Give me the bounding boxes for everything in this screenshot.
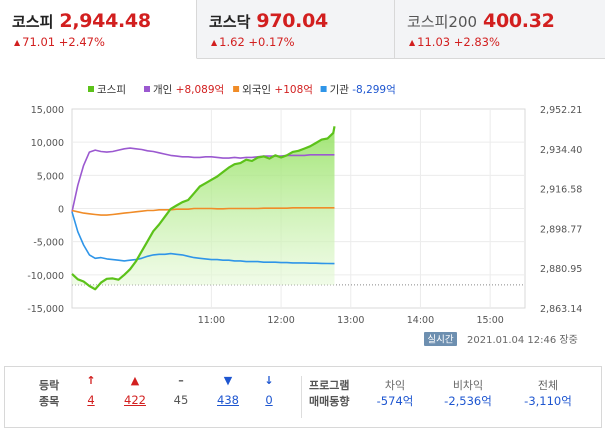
y-left-tick-label: 5,000	[37, 171, 64, 182]
tab-name: 코스피	[12, 13, 54, 31]
legend-series-name: 개인	[153, 84, 172, 96]
arbitrage-value: -574억	[376, 394, 414, 408]
series-line-individual	[71, 147, 335, 212]
legend-label: 외국인 +108억	[242, 84, 313, 96]
limit-up-icon: ↑	[86, 374, 96, 387]
y-left-tick-label: 15,000	[31, 105, 64, 116]
breadth-label: 등락	[39, 379, 60, 392]
rise-count[interactable]: 422	[124, 393, 146, 407]
y-left-tick-label: 10,000	[31, 138, 64, 149]
y-left-tick-label: -5,000	[33, 238, 64, 249]
tab-value: 2,944.48	[59, 10, 151, 32]
up-arrow-icon: ▲	[211, 38, 218, 47]
legend-value: +108억	[271, 84, 313, 96]
intraday-chart: 코스피 개인 +8,089억 외국인 +108억 기관 -8,299억 15,0001…	[27, 84, 582, 346]
rise-icon: ▲	[130, 374, 140, 387]
legend-series-name: 기관	[330, 84, 350, 96]
series-line-kospi	[71, 126, 336, 291]
tab-name: 코스닥	[209, 13, 251, 31]
program-label: 프로그램	[309, 379, 350, 392]
tab-kosdaq[interactable]: 코스닥 970.04 ▲ 1.62 +0.17%	[197, 0, 395, 59]
tab-change: 1.62	[219, 35, 245, 49]
tab-kospi[interactable]: 코스피 2,944.48 ▲ 71.01 +2.47%	[0, 0, 197, 59]
divider	[301, 376, 302, 418]
limit-down-icon: ↓	[264, 374, 274, 387]
legend-swatch	[88, 86, 94, 92]
y-left-tick-label: -15,000	[27, 304, 64, 315]
x-tick-label: 15:00	[476, 315, 503, 326]
limit-up-count[interactable]: 4	[87, 393, 95, 407]
chart-lines	[71, 126, 336, 291]
y-left-tick-label: -10,000	[27, 271, 64, 282]
up-arrow-icon: ▲	[409, 38, 416, 47]
chart-axes: 15,000 10,000 5,000 0 -5,000 -10,000 -15,000 2,…	[27, 105, 582, 326]
legend-swatch	[320, 86, 327, 92]
series-line-foreign	[71, 207, 335, 216]
tab-value: 970.04	[256, 10, 328, 32]
breadth-label: 종목	[39, 395, 60, 408]
y-right-tick-label: 2,898.77	[540, 224, 582, 235]
tab-kospi200[interactable]: 코스피200 400.32 ▲ 11.03 +2.83%	[395, 0, 605, 59]
y-right-tick-label: 2,880.95	[540, 264, 582, 275]
program-total-value: -3,110억	[524, 394, 572, 408]
y-right-tick-label: 2,934.40	[540, 145, 582, 156]
non-arbitrage-value: -2,536억	[444, 394, 492, 408]
legend-label: 코스피	[97, 84, 126, 96]
legend-value: -8,299억	[349, 84, 396, 96]
x-tick-label: 11:00	[198, 315, 225, 326]
legend-swatch	[233, 86, 240, 92]
series-line-institution	[71, 211, 335, 265]
tab-name: 코스피200	[407, 13, 478, 31]
legend-series-name: 코스피	[97, 84, 126, 96]
realtime-badge	[424, 332, 457, 346]
y-right-tick-label: 2,916.58	[540, 185, 582, 196]
legend-label: 기관 -8,299억	[330, 84, 396, 96]
fall-icon: ▼	[223, 374, 233, 387]
index-tabs: 코스피 2,944.48 ▲ 71.01 +2.47% 코스닥 970.04 ▲ 1…	[0, 0, 605, 59]
y-right-tick-label: 2,863.14	[540, 304, 582, 315]
up-arrow-icon: ▲	[14, 38, 21, 47]
fall-count[interactable]: 438	[217, 393, 239, 407]
tab-change-pct: +0.17%	[248, 35, 295, 49]
program-label: 매매동향	[309, 395, 350, 408]
realtime-label: 실시간	[427, 335, 453, 346]
x-tick-label: 12:00	[267, 315, 294, 326]
x-tick-label: 14:00	[407, 315, 434, 326]
limit-down-count[interactable]: 0	[265, 393, 273, 407]
timestamp: 2021.01.04 12:46 장중	[467, 334, 578, 346]
x-tick-label: 13:00	[337, 315, 364, 326]
program-total-label: 전체	[537, 379, 559, 392]
tab-value: 400.32	[483, 10, 555, 32]
chart-legend: 코스피 개인 +8,089억 외국인 +108억 기관 -8,299억	[88, 84, 396, 96]
unchanged-icon: –	[178, 374, 184, 387]
legend-value: +8,089억	[172, 84, 224, 96]
market-breadth-panel: 등락 종목 ↑ 4 ▲ 422 – 45 ▼ 438 ↓ 0 프로그램 매매동향…	[4, 366, 602, 428]
legend-label: 개인 +8,089억	[153, 84, 224, 96]
chart-footer: 실시간 2021.01.04 12:46 장중	[424, 332, 578, 346]
y-left-tick-label: 0	[58, 205, 64, 216]
unchanged-count: 45	[173, 393, 189, 407]
tab-change-pct: +2.47%	[58, 35, 105, 49]
non-arbitrage-label: 비차익	[452, 379, 484, 392]
tab-change: 71.01	[22, 35, 56, 49]
tab-change: 11.03	[417, 35, 451, 49]
legend-series-name: 외국인	[242, 84, 271, 96]
y-right-tick-label: 2,952.21	[540, 105, 582, 116]
arbitrage-label: 차익	[384, 379, 406, 392]
tab-change-pct: +2.83%	[453, 35, 500, 49]
legend-swatch	[144, 86, 150, 92]
